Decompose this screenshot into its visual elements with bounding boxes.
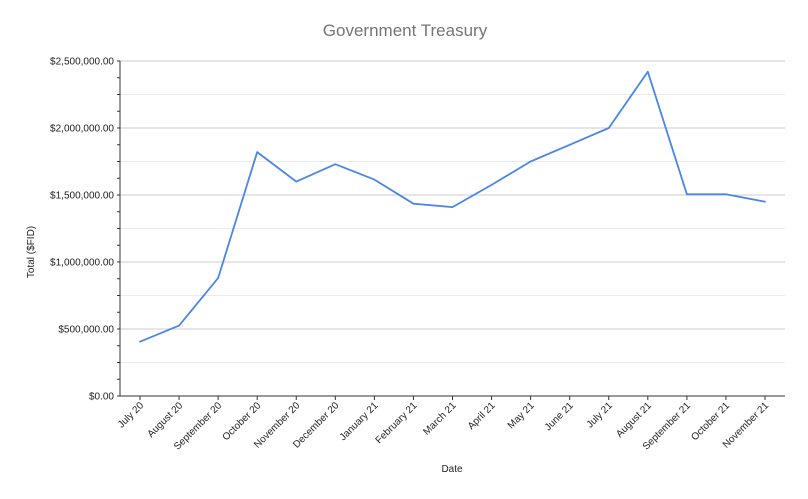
x-tick-label: August 20 xyxy=(146,400,186,440)
chart-title: Government Treasury xyxy=(323,21,488,40)
data-point xyxy=(333,162,338,167)
data-point xyxy=(489,182,494,187)
series-layer xyxy=(138,69,768,344)
x-tick-label: July 21 xyxy=(585,400,615,430)
data-point xyxy=(723,192,728,197)
data-point xyxy=(177,323,182,328)
y-tick-label: $1,000,000.00 xyxy=(50,258,114,269)
gridlines xyxy=(120,60,785,363)
x-axis-title: Date xyxy=(441,464,463,475)
y-tick-labels: $0.00 $500,000.00 $1,000,000.00 $1,500,000.… xyxy=(50,57,120,403)
x-tick-label: August 21 xyxy=(614,400,654,440)
y-tick-label: $1,500,000.00 xyxy=(50,191,114,202)
x-tick-label: July 20 xyxy=(116,400,146,430)
data-point xyxy=(645,69,650,74)
data-point xyxy=(450,205,455,210)
data-point xyxy=(684,192,689,197)
data-point xyxy=(567,142,572,147)
data-point xyxy=(372,177,377,182)
y-tick-label: $500,000.00 xyxy=(58,325,114,336)
data-point xyxy=(138,339,143,344)
series-line xyxy=(139,70,766,343)
data-point xyxy=(528,159,533,164)
x-tick-label: April 21 xyxy=(466,400,498,432)
data-point xyxy=(216,276,221,281)
x-tick-label: May 21 xyxy=(506,400,537,431)
x-tick-label: February 21 xyxy=(374,400,420,446)
y-tick-label: $2,500,000.00 xyxy=(50,57,114,68)
data-point xyxy=(606,126,611,131)
data-point xyxy=(255,150,260,155)
x-tick-label: March 21 xyxy=(421,400,459,438)
y-tick-label: $0.00 xyxy=(89,392,114,403)
x-tick-label: June 21 xyxy=(543,400,576,433)
data-point xyxy=(763,199,768,204)
y-tick-label: $2,000,000.00 xyxy=(50,124,114,135)
y-axis-title: Total ($FID) xyxy=(26,226,37,278)
data-point xyxy=(294,179,299,184)
data-point xyxy=(411,201,416,206)
